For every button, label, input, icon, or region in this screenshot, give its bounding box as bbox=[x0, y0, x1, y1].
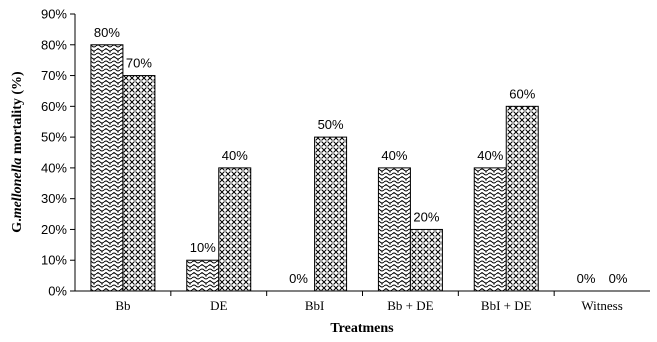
y-axis-ticks: 0% 10% 20% 30% 40% 50% 60% 70% 80% 90% bbox=[41, 7, 75, 299]
y-tick-label: 0% bbox=[48, 284, 67, 299]
data-label: 20% bbox=[413, 209, 439, 224]
data-label: 60% bbox=[509, 86, 535, 101]
data-label: 40% bbox=[222, 148, 248, 163]
x-tick-label: Witness bbox=[581, 298, 622, 313]
data-labels: 80% 70% 10% 40% 0% 50% 40% 20% 40% 60% 0% 0% bbox=[94, 25, 628, 286]
data-label: 50% bbox=[318, 117, 344, 132]
x-tick-label: BbI bbox=[305, 298, 325, 313]
data-label: 0% bbox=[577, 271, 596, 286]
bar-series-2 bbox=[409, 228, 443, 292]
y-tick-label: 30% bbox=[41, 191, 67, 206]
data-label: 0% bbox=[609, 271, 628, 286]
y-tick-label: 70% bbox=[41, 68, 67, 83]
y-tick-label: 80% bbox=[41, 37, 67, 52]
data-label: 10% bbox=[190, 240, 216, 255]
bar-series-1 bbox=[377, 167, 411, 292]
bar-series-1 bbox=[186, 259, 220, 292]
data-label: 70% bbox=[126, 56, 152, 71]
x-tick-label: DE bbox=[210, 298, 227, 313]
x-axis-title: Treatmens bbox=[330, 321, 394, 336]
y-tick-label: 60% bbox=[41, 99, 67, 114]
x-axis-ticks: Bb DE BbI Bb + DE BbI + DE Witness bbox=[115, 291, 623, 313]
bar-series-1 bbox=[473, 167, 507, 292]
y-tick-label: 90% bbox=[41, 7, 67, 22]
bar-series-2 bbox=[218, 167, 252, 292]
y-tick-label: 50% bbox=[41, 130, 67, 145]
y-tick-label: 40% bbox=[41, 160, 67, 175]
bar-series-2 bbox=[505, 105, 539, 292]
y-axis-title: G.mellonella mortality (%) bbox=[10, 71, 25, 233]
y-tick-label: 10% bbox=[41, 253, 67, 268]
data-label: 80% bbox=[94, 25, 120, 40]
y-tick-label: 20% bbox=[41, 222, 67, 237]
bar-series-2 bbox=[314, 136, 348, 292]
data-label: 40% bbox=[477, 148, 503, 163]
x-tick-label: Bb + DE bbox=[387, 298, 433, 313]
bar-series-1 bbox=[90, 44, 124, 292]
x-tick-label: BbI + DE bbox=[481, 298, 532, 313]
data-label: 0% bbox=[289, 271, 308, 286]
bars bbox=[90, 44, 539, 292]
bar-series-2 bbox=[122, 75, 156, 292]
data-label: 40% bbox=[381, 148, 407, 163]
x-tick-label: Bb bbox=[115, 298, 130, 313]
